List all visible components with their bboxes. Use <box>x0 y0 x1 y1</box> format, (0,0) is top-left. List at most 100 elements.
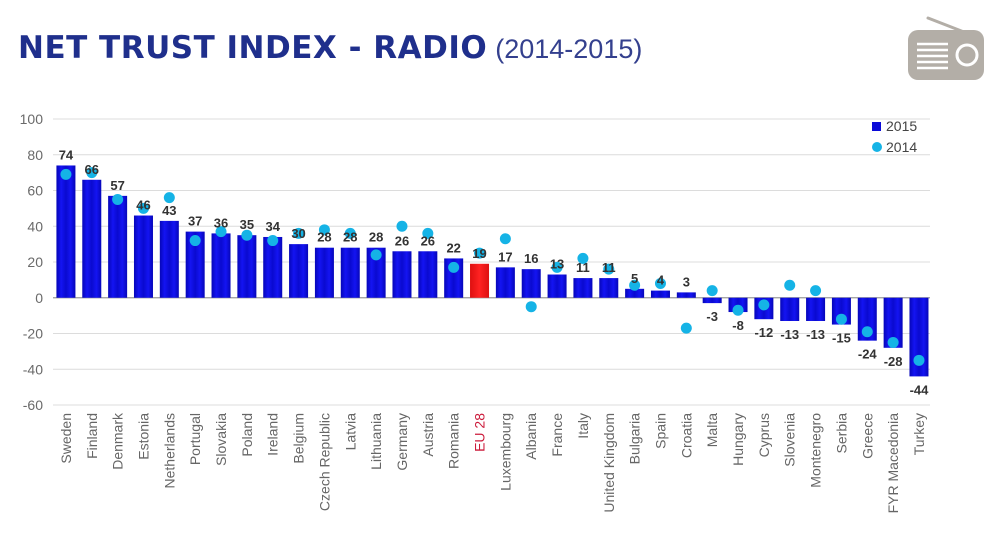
bar-belgium <box>289 244 309 298</box>
bar-denmark <box>108 195 128 298</box>
bar-turkey <box>909 297 929 377</box>
x-tick-label-austria: Austria <box>420 413 436 457</box>
x-tick-label-finland: Finland <box>84 413 100 459</box>
dot-serbia <box>835 313 847 325</box>
bar-croatia <box>676 292 696 298</box>
bar-lithuania <box>366 247 386 298</box>
value-label-belgium: 30 <box>291 226 305 241</box>
bar-united-kingdom <box>599 278 619 298</box>
radio-icon <box>908 16 984 80</box>
dot-denmark <box>112 193 124 205</box>
y-tick-label: 20 <box>27 254 43 270</box>
value-label-ireland: 34 <box>265 219 280 234</box>
bar-spain <box>650 290 670 298</box>
dot-greece <box>861 326 873 338</box>
x-tick-label-latvia: Latvia <box>342 413 358 451</box>
value-label-hungary: -8 <box>732 318 744 333</box>
x-tick-label-fyr-macedonia: FYR Macedonia <box>885 413 901 514</box>
value-label-lithuania: 28 <box>369 230 383 245</box>
dot-turkey <box>913 354 925 366</box>
bar-albania <box>521 269 541 298</box>
value-label-fyr-macedonia: -28 <box>884 354 903 369</box>
legend: 2015 2014 <box>872 118 917 155</box>
bar-finland <box>82 179 102 298</box>
value-label-luxembourg: 17 <box>498 249 512 264</box>
bar-malta <box>702 297 722 304</box>
x-tick-label-united-kingdom: United Kingdom <box>601 413 617 513</box>
dot-croatia <box>680 322 692 334</box>
bar-slovakia <box>211 233 231 298</box>
x-tick-label-bulgaria: Bulgaria <box>627 413 643 465</box>
value-label-bulgaria: 5 <box>631 271 638 286</box>
y-tick-label: -60 <box>23 397 43 413</box>
x-tick-label-denmark: Denmark <box>110 412 126 470</box>
legend-swatch-2015 <box>872 122 881 131</box>
legend-label-2014: 2014 <box>886 139 917 155</box>
y-tick-label: -20 <box>23 326 43 342</box>
dot-hungary <box>732 304 744 316</box>
bar-slovenia <box>780 297 800 321</box>
legend-swatch-2014 <box>872 142 882 152</box>
dot-sweden <box>60 168 72 180</box>
bar-netherlands <box>159 220 179 298</box>
bars-2015 <box>56 165 929 377</box>
value-label-united-kingdom: 11 <box>602 260 616 275</box>
value-label-malta: -3 <box>706 309 718 324</box>
bar-sweden <box>56 165 76 298</box>
dot-slovenia <box>784 279 796 291</box>
dot-spain <box>654 277 666 289</box>
dot-belgium <box>293 227 305 239</box>
value-label-slovenia: -13 <box>780 327 799 342</box>
value-label-france: 13 <box>550 257 564 272</box>
dot-luxembourg <box>499 233 511 245</box>
bar-fyr-macedonia <box>883 297 903 348</box>
value-label-spain: 4 <box>657 273 665 288</box>
value-label-finland: 66 <box>85 162 99 177</box>
x-tick-label-czech-republic: Czech Republic <box>316 413 332 511</box>
x-tick-label-sweden: Sweden <box>58 413 74 464</box>
value-label-slovakia: 36 <box>214 215 228 230</box>
x-tick-label-ireland: Ireland <box>265 413 281 456</box>
x-tick-label-hungary: Hungary <box>730 413 746 466</box>
dot-united-kingdom <box>603 263 615 275</box>
x-tick-label-slovenia: Slovenia <box>782 413 798 467</box>
value-label-romania: 22 <box>446 240 460 255</box>
dot-latvia <box>344 227 356 239</box>
value-label-italy: 11 <box>576 260 590 275</box>
chart-title: NET TRUST INDEX - RADIO (2014-2015) <box>18 30 642 66</box>
chart-title-years: (2014-2015) <box>495 34 643 64</box>
value-label-netherlands: 43 <box>162 203 176 218</box>
bar-italy <box>573 278 593 298</box>
bar-latvia <box>340 247 360 298</box>
bar-czech-republic <box>314 247 334 298</box>
bar-austria <box>418 251 438 298</box>
x-tick-label-malta: Malta <box>704 413 720 447</box>
value-label-eu-28: 19 <box>472 246 486 261</box>
value-label-poland: 35 <box>240 217 254 232</box>
x-tick-label-greece: Greece <box>859 413 875 459</box>
x-tick-label-cyprus: Cyprus <box>756 413 772 457</box>
dot-austria <box>422 227 434 239</box>
x-tick-label-netherlands: Netherlands <box>161 413 177 489</box>
dot-cyprus <box>758 299 770 311</box>
dot-germany <box>396 220 408 232</box>
x-tick-label-montenegro: Montenegro <box>808 413 824 488</box>
value-label-turkey: -44 <box>910 382 930 397</box>
x-tick-label-belgium: Belgium <box>291 413 307 464</box>
bar-eu-28 <box>470 263 490 298</box>
x-axis: Sweden Finland Denmark Estonia Netherlands Po… <box>58 412 927 513</box>
dot-bulgaria <box>629 279 641 291</box>
x-tick-label-germany: Germany <box>394 413 410 471</box>
bar-bulgaria <box>625 288 645 298</box>
dot-italy <box>577 252 589 264</box>
bar-montenegro <box>806 297 826 321</box>
value-label-czech-republic: 28 <box>317 230 331 245</box>
x-tick-label-turkey: Turkey <box>911 413 927 455</box>
x-tick-label-italy: Italy <box>575 413 591 439</box>
bar-germany <box>392 251 412 298</box>
value-label-montenegro: -13 <box>806 327 825 342</box>
dot-czech-republic <box>318 224 330 236</box>
x-tick-label-lithuania: Lithuania <box>368 413 384 470</box>
dot-ireland <box>267 235 279 247</box>
